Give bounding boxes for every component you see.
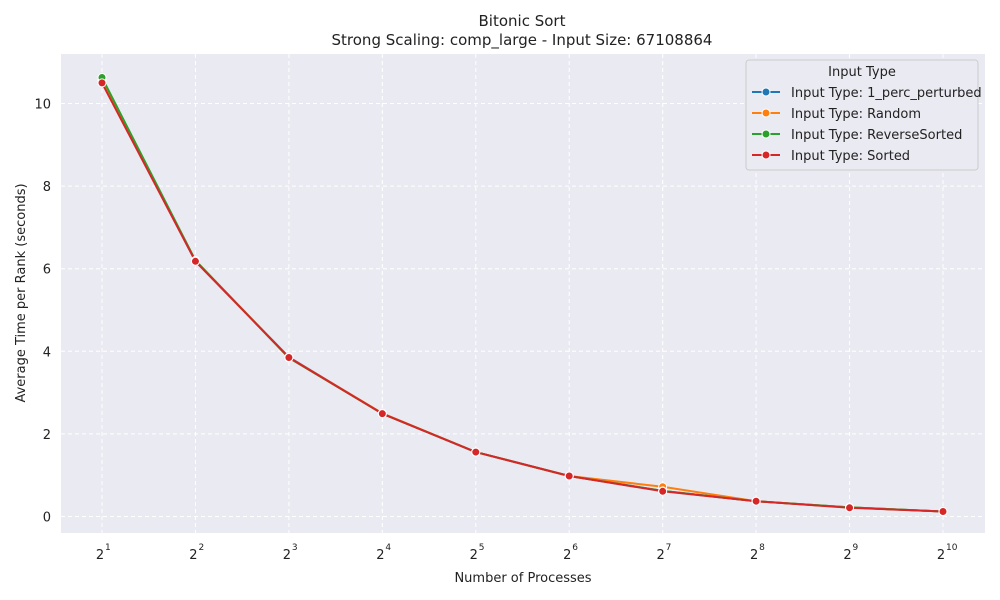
- data-point: [938, 507, 948, 517]
- data-point: [471, 447, 481, 457]
- x-tick-exponent: 10: [946, 543, 958, 553]
- x-axis-label: Number of Processes: [454, 571, 591, 586]
- legend-label: Input Type: ReverseSorted: [791, 128, 962, 143]
- data-point: [97, 78, 107, 88]
- x-tick-base: 2: [843, 548, 851, 563]
- legend-swatch-marker: [761, 150, 771, 160]
- legend-label: Input Type: 1_perc_perturbed: [791, 86, 982, 101]
- x-tick-base: 2: [937, 548, 945, 563]
- x-tick-exponent: 3: [292, 543, 298, 553]
- y-tick-label: 6: [43, 263, 51, 278]
- x-tick-base: 2: [376, 548, 384, 563]
- data-point: [284, 353, 294, 363]
- y-tick-label: 2: [43, 428, 51, 443]
- legend-item: Input Type: 1_perc_perturbed: [752, 86, 982, 101]
- y-tick-label: 10: [34, 98, 51, 113]
- x-tick-exponent: 8: [759, 543, 765, 553]
- data-point: [658, 486, 668, 496]
- x-tick-base: 2: [750, 548, 758, 563]
- data-point: [190, 256, 200, 266]
- x-tick-base: 2: [283, 548, 291, 563]
- x-tick-base: 2: [470, 548, 478, 563]
- x-tick-exponent: 9: [853, 543, 859, 553]
- x-tick-exponent: 6: [572, 543, 578, 553]
- legend: Input Type Input Type: 1_perc_perturbed I…: [745, 59, 982, 171]
- series-line: [101, 82, 944, 513]
- x-tick-exponent: 2: [198, 543, 204, 553]
- data-point: [377, 409, 387, 419]
- x-tick-labels: 2 1 2 2 2 3 2 4 2 5 2 6 2 7 2 8 2 9 2 10: [96, 543, 958, 563]
- x-tick-label: 2 10: [937, 543, 958, 563]
- x-tick-base: 2: [657, 548, 665, 563]
- y-tick-label: 8: [43, 180, 51, 195]
- legend-swatch-marker: [761, 87, 771, 97]
- y-axis-label: Average Time per Rank (seconds): [14, 183, 29, 402]
- chart-subtitle: Strong Scaling: comp_large - Input Size:…: [332, 31, 713, 50]
- y-tick-label: 0: [43, 510, 51, 525]
- y-tick-label: 4: [43, 345, 51, 360]
- x-tick-exponent: 7: [666, 543, 672, 553]
- legend-title: Input Type: [828, 65, 896, 80]
- legend-box: [745, 59, 979, 171]
- data-point: [845, 503, 855, 513]
- legend-label: Input Type: Random: [791, 107, 921, 122]
- legend-label: Input Type: Sorted: [791, 149, 910, 164]
- legend-swatch-marker: [761, 129, 771, 139]
- legend-item: Input Type: ReverseSorted: [752, 128, 962, 143]
- x-tick-base: 2: [189, 548, 197, 563]
- y-tick-labels: 0 2 4 6 8 10: [34, 98, 51, 526]
- x-tick-base: 2: [563, 548, 571, 563]
- legend-item: Input Type: Random: [752, 107, 921, 122]
- series-lines: [101, 77, 944, 513]
- x-tick-base: 2: [96, 548, 104, 563]
- data-point: [564, 471, 574, 481]
- x-tick-exponent: 1: [105, 543, 111, 553]
- series-markers: [97, 73, 948, 517]
- legend-item: Input Type: Sorted: [752, 149, 910, 164]
- x-tick-exponent: 4: [385, 543, 391, 553]
- data-point: [751, 496, 761, 506]
- chart-title: Bitonic Sort: [479, 12, 566, 30]
- x-tick-exponent: 5: [479, 543, 485, 553]
- legend-swatch-marker: [761, 108, 771, 118]
